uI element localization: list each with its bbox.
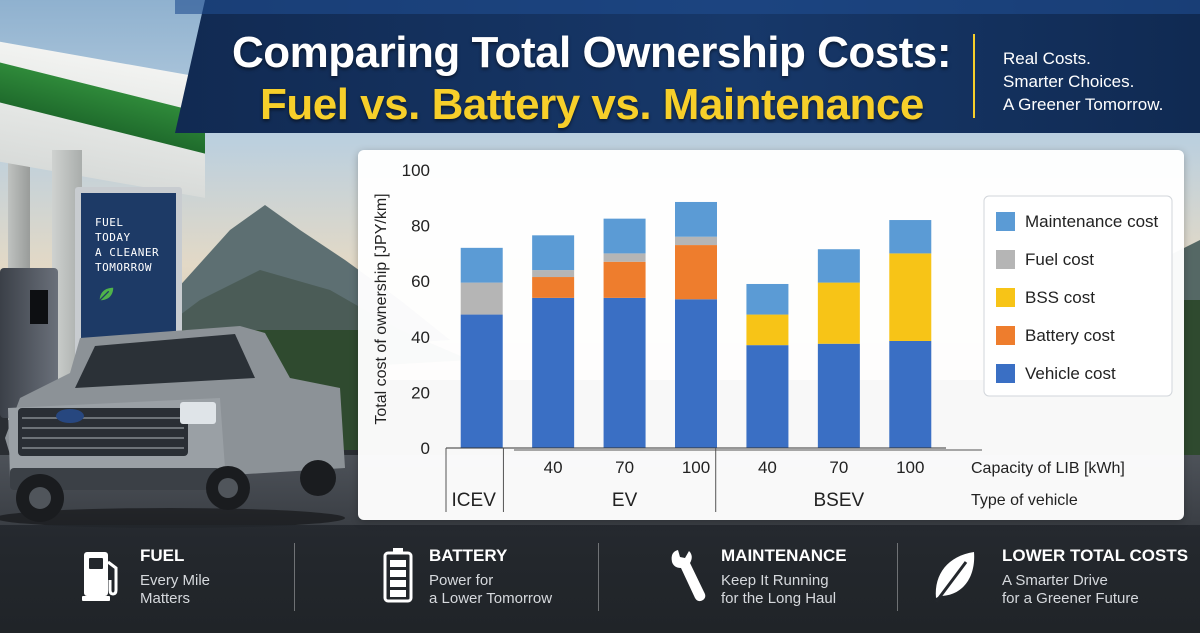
feature-subtitle: A Smarter Drive for a Greener Future (1002, 572, 1139, 607)
tagline: Real Costs. Smarter Choices. A Greener T… (1003, 47, 1163, 116)
bar-segment-bss (817, 282, 860, 344)
title-line-2: Fuel vs. Battery vs. Maintenance (260, 80, 924, 129)
bar-segment-bss (889, 253, 932, 341)
bar-segment-fuel (675, 236, 717, 246)
bar-segment-maintenance (460, 247, 503, 283)
tagline-line: Smarter Choices. (1003, 72, 1135, 91)
bar-segment-fuel (460, 282, 503, 315)
y-axis-label: Total cost of ownership [JPY/km] (373, 193, 390, 424)
bar-segment-vehicle (532, 297, 575, 448)
y-tick-label: 0 (421, 439, 430, 458)
legend-label: Vehicle cost (1025, 364, 1116, 383)
vehicle-type-label: ICEV (452, 490, 497, 511)
feature-divider (294, 543, 295, 611)
capacity-tick-label: 40 (544, 458, 563, 477)
bar-segment-maintenance (603, 218, 646, 254)
capacity-tick-label: 100 (896, 458, 924, 477)
banner-divider (973, 34, 975, 118)
tagline-line: A Greener Tomorrow. (1003, 95, 1164, 114)
fuel-pump-icon (82, 552, 118, 601)
feature-title: BATTERY (429, 546, 508, 565)
legend-label: Battery cost (1025, 326, 1115, 345)
bar-segment-fuel (532, 270, 575, 278)
vehicle-type-label: BSEV (814, 490, 865, 511)
battery-icon (383, 548, 413, 603)
legend-box (983, 195, 1173, 397)
feature-subtitle: Every Mile Matters (140, 572, 211, 607)
title-banner (175, 0, 1200, 133)
station-sign-text: FUEL TODAY A CLEANER TOMORROW (95, 216, 160, 274)
bar-segment-vehicle (889, 340, 932, 448)
vehicle-type-label: EV (612, 490, 638, 511)
feature-subtitle: Power for a Lower Tomorrow (429, 572, 553, 607)
station-sign: FUEL TODAY A CLEANER TOMORROW (75, 187, 182, 357)
legend-swatch-battery (996, 326, 1015, 345)
legend-label: Fuel cost (1025, 250, 1094, 269)
y-tick-label: 40 (411, 328, 430, 347)
legend-label: BSS cost (1025, 288, 1095, 307)
capacity-tick-label: 40 (758, 458, 777, 477)
footer-band (0, 525, 1200, 633)
leaf-icon (934, 552, 975, 603)
bar-segment-vehicle (603, 297, 646, 448)
legend-swatch-fuel (996, 250, 1015, 269)
bar-segment-bss (746, 314, 789, 346)
bar-segment-maintenance (746, 283, 789, 315)
bar-segment-vehicle (746, 345, 789, 448)
bar-segment-maintenance (817, 249, 860, 283)
pickup-truck (0, 326, 345, 528)
title-line-1: Comparing Total Ownership Costs: (232, 28, 952, 77)
feature-divider (897, 543, 898, 611)
bar-segment-maintenance (532, 235, 575, 271)
y-tick-label: 60 (411, 272, 430, 291)
bar-segment-battery (603, 261, 646, 298)
legend-swatch-vehicle (996, 364, 1015, 383)
leaf-icon (99, 287, 114, 301)
capacity-tick-label: 100 (682, 458, 710, 477)
legend-swatch-bss (996, 288, 1015, 307)
stacked-bar-chart: 0 20 40 60 80 100 Total cost of ownership [JPY… (373, 161, 1173, 512)
bar-segment-maintenance (889, 220, 932, 254)
feature-title: MAINTENANCE (721, 546, 847, 565)
title-banner-highlight (175, 0, 1200, 14)
wrench-icon (671, 550, 706, 602)
bar-segment-fuel (603, 253, 646, 262)
y-tick-label: 20 (411, 383, 430, 402)
legend-swatch-maintenance (996, 212, 1015, 231)
legend-label: Maintenance cost (1025, 212, 1159, 231)
capacity-tick-label: 70 (829, 458, 848, 477)
tagline-line: Real Costs. (1003, 49, 1091, 68)
feature-subtitle: Keep It Running for the Long Haul (721, 572, 837, 607)
capacity-axis-label: Capacity of LIB [kWh] (971, 460, 1125, 477)
y-tick-label: 80 (411, 217, 430, 236)
feature-title: LOWER TOTAL COSTS (1002, 546, 1189, 565)
y-tick-label: 100 (402, 161, 430, 180)
bar-segment-battery (675, 245, 717, 300)
feature-divider (598, 543, 599, 611)
bar-segment-maintenance (675, 201, 717, 237)
feature-title: FUEL (140, 546, 185, 565)
bar-segment-vehicle (817, 343, 860, 448)
bar-segment-vehicle (675, 299, 717, 448)
capacity-tick-label: 70 (615, 458, 634, 477)
bar-segment-vehicle (460, 314, 503, 448)
bar-segment-battery (532, 277, 575, 298)
vehicle-type-axis-label: Type of vehicle (971, 492, 1078, 509)
